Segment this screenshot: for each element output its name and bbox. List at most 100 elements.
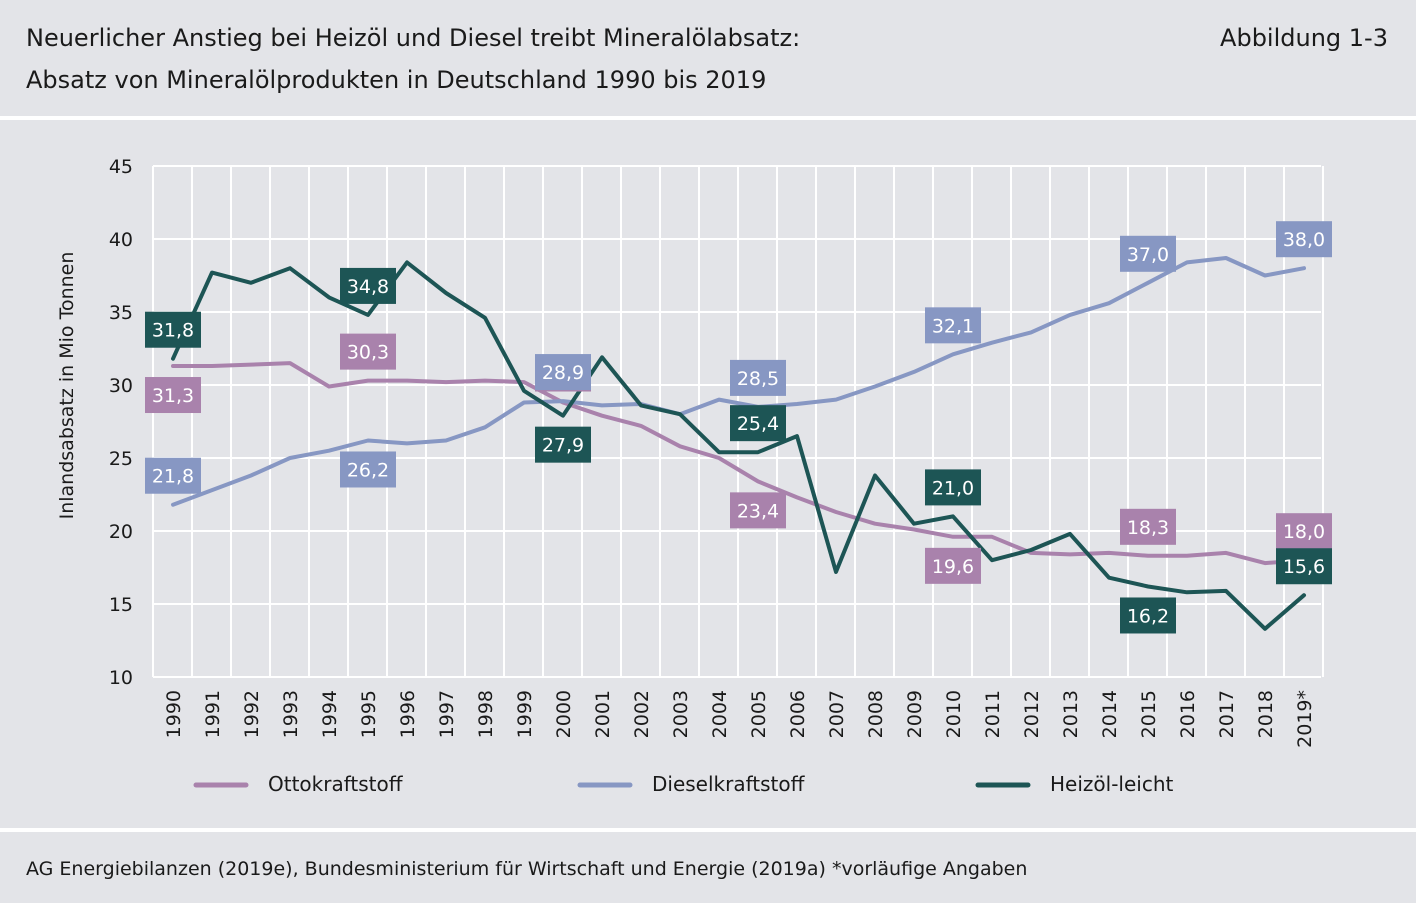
data-label-text: 25,4 (737, 413, 779, 435)
data-label: 30,3 (340, 333, 396, 370)
data-label: 26,2 (340, 451, 396, 488)
data-label-text: 31,3 (152, 385, 194, 407)
data-label-text: 26,2 (347, 459, 389, 481)
data-label-box (340, 267, 396, 304)
data-label: 21,8 (145, 457, 201, 494)
footer-separator (0, 828, 1416, 832)
data-label-text: 30,3 (347, 342, 389, 364)
data-label-box (925, 547, 981, 584)
data-label-text: 19,6 (932, 556, 974, 578)
x-tick-label: 2003 (670, 690, 692, 738)
data-label: 19,6 (925, 547, 981, 584)
x-tick-label: 1995 (358, 690, 380, 738)
data-label-box (535, 354, 591, 391)
chart-title-line-2: Absatz von Mineralölprodukten in Deutsch… (26, 66, 767, 94)
x-tick-label: 2006 (787, 690, 809, 738)
x-tick-label: 1997 (436, 690, 458, 738)
y-tick-label: 25 (109, 448, 133, 470)
data-label-box (1276, 513, 1332, 550)
chart-grid (152, 165, 1324, 678)
data-label-text: 32,1 (932, 315, 974, 337)
x-tick-label: 2004 (709, 690, 731, 738)
x-tick-label: 1994 (319, 690, 341, 738)
data-label-box (145, 311, 201, 348)
data-label: 23,4 (730, 492, 786, 529)
data-label-box (535, 426, 591, 463)
x-tick-label: 2013 (1060, 690, 1082, 738)
x-tick-label: 2011 (982, 690, 1004, 738)
data-label-box (1120, 235, 1176, 272)
figure-reference: Abbildung 1-3 (1220, 24, 1388, 52)
x-tick-label: 2008 (865, 690, 887, 738)
source-note: AG Energiebilanzen (2019e), Bundesminist… (26, 858, 1028, 880)
data-label-text: 23,4 (737, 500, 779, 522)
x-tick-label: 2009 (904, 690, 926, 738)
x-tick-label: 2018 (1255, 690, 1277, 738)
data-label: 38,0 (1276, 221, 1332, 258)
y-tick-label: 45 (109, 156, 133, 178)
data-label-text: 18,0 (1283, 521, 1325, 543)
data-label-box (1276, 548, 1332, 585)
data-label-box (145, 377, 201, 414)
chart-title-line-1: Neuerlicher Anstieg bei Heizöl und Diese… (26, 24, 801, 52)
data-label: 32,1 (925, 307, 981, 344)
x-tick-label: 2017 (1216, 690, 1238, 738)
series-line-3 (171, 260, 1306, 631)
x-tick-label: 1993 (280, 690, 302, 738)
data-label-text: 34,8 (347, 276, 389, 298)
data-label-box (925, 307, 981, 344)
data-label-text: 37,0 (1127, 244, 1169, 266)
data-label-box (730, 359, 786, 396)
legend-label: Ottokraftstoff (268, 772, 404, 796)
y-tick-label: 20 (109, 521, 133, 543)
data-label-box (1120, 597, 1176, 634)
data-label: 18,0 (1276, 513, 1332, 550)
data-label-text: 15,6 (1283, 556, 1325, 578)
x-tick-label: 2000 (553, 690, 575, 738)
data-label: 21,0 (925, 469, 981, 506)
data-label-box (145, 457, 201, 494)
y-tick-label: 40 (109, 229, 133, 251)
data-label-text: 38,0 (1283, 229, 1325, 251)
chart-series (171, 256, 1306, 631)
x-tick-label: 2015 (1138, 690, 1160, 738)
legend-label: Dieselkraftstoff (652, 772, 806, 796)
x-tick-label: 2012 (1021, 690, 1043, 738)
chart-legend: Ottokraftstoff Dieselkraftstoff Heizöl-lei… (193, 772, 1173, 796)
data-label-text: 18,3 (1127, 517, 1169, 539)
data-label: 15,6 (1276, 548, 1332, 585)
data-label: 31,8 (145, 311, 201, 348)
data-label-text: 21,8 (152, 466, 194, 488)
series-line-2 (171, 256, 1306, 507)
x-tick-label: 1990 (163, 690, 185, 738)
data-label-box (1120, 508, 1176, 545)
x-tick-label: 2001 (592, 690, 614, 738)
header-separator (0, 116, 1416, 120)
x-tick-label: 2016 (1177, 690, 1199, 738)
data-label-box (340, 451, 396, 488)
data-label: 31,3 (145, 377, 201, 414)
data-label: 37,0 (1120, 235, 1176, 272)
series-line-1 (171, 361, 1306, 566)
x-tick-label: 2014 (1099, 690, 1121, 738)
y-tick-label: 30 (109, 375, 133, 397)
x-tick-label: 2010 (943, 690, 965, 738)
data-label-text: 28,5 (737, 368, 779, 390)
data-label: 18,3 (1120, 508, 1176, 545)
x-tick-label: 1999 (514, 690, 536, 738)
data-label-text: 21,0 (932, 477, 974, 499)
chart-background (0, 124, 1416, 826)
data-label-box (1276, 221, 1332, 258)
chart-data-labels: 31,330,328,823,419,618,318,021,826,228,9… (145, 221, 1332, 634)
y-tick-label: 10 (109, 667, 133, 689)
y-tick-label: 35 (109, 302, 133, 324)
data-label-box (925, 469, 981, 506)
data-label-box (730, 405, 786, 442)
x-tick-label: 1998 (475, 690, 497, 738)
x-tick-label: 2007 (826, 690, 848, 738)
data-label-text: 16,2 (1127, 605, 1169, 627)
data-label-text: 31,8 (152, 320, 194, 342)
chart-axes: 10 15 20 25 30 35 40 45 1990 1991 1992 1993 1994 1995… (56, 156, 1316, 748)
data-label: 25,4 (730, 405, 786, 442)
